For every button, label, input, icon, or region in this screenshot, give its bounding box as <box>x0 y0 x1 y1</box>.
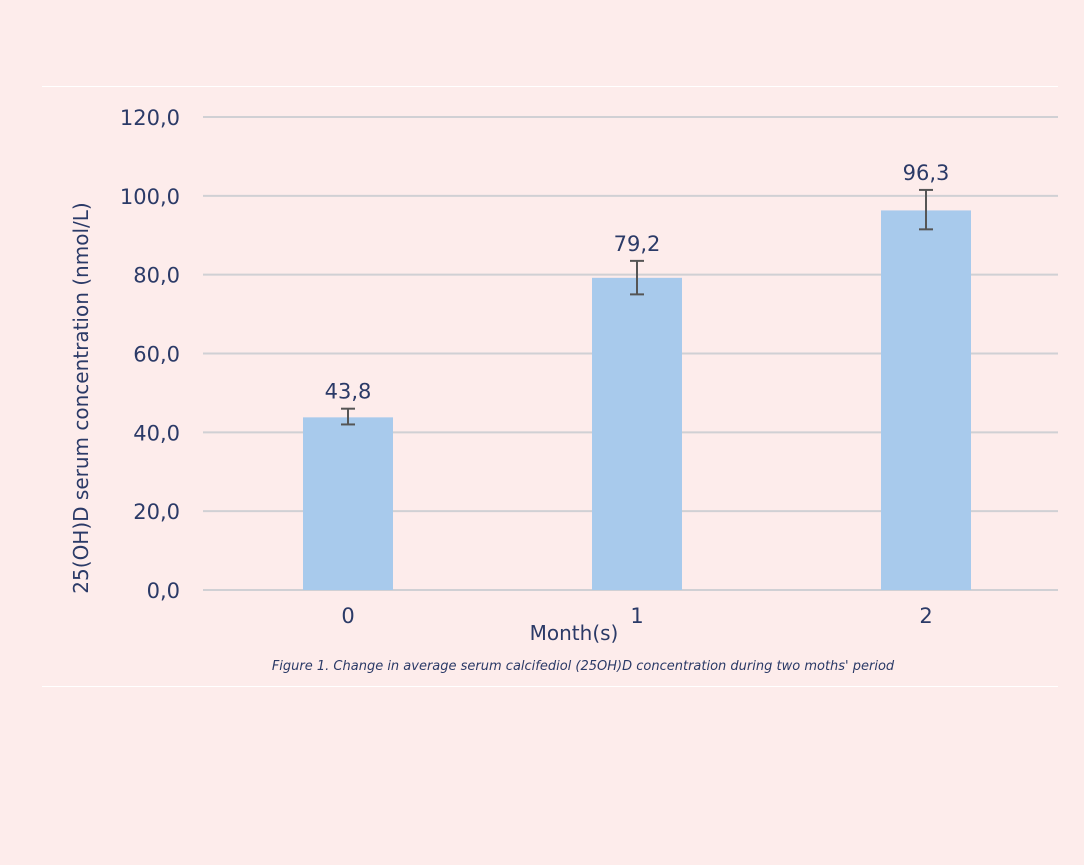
bar <box>303 417 393 590</box>
y-tick-label: 60,0 <box>133 343 180 367</box>
y-tick-label: 40,0 <box>133 421 180 445</box>
y-tick-label: 0,0 <box>147 579 180 603</box>
x-tick-label: 1 <box>630 604 643 628</box>
data-label: 96,3 <box>903 161 950 185</box>
x-axis-title: Month(s) <box>530 621 619 645</box>
error-bar <box>919 188 933 231</box>
error-bars <box>341 188 933 426</box>
y-axis-title: 25(OH)D serum concentration (nmol/L) <box>69 202 93 593</box>
y-tick-label: 120,0 <box>120 106 180 130</box>
bar <box>881 210 971 591</box>
y-tick-label: 80,0 <box>133 264 180 288</box>
data-label: 43,8 <box>325 380 372 404</box>
error-bar <box>341 407 355 426</box>
error-bar <box>630 259 644 296</box>
y-tick-label: 20,0 <box>133 500 180 524</box>
figure-caption: Figure 1. Change in average serum calcif… <box>272 659 895 674</box>
data-labels: 43,8 79,2 96,3 <box>325 161 950 404</box>
x-axis-ticks: 0 1 2 <box>341 604 932 628</box>
bar <box>592 277 682 590</box>
top-divider <box>42 86 1058 87</box>
bottom-divider <box>42 686 1058 687</box>
y-tick-label: 100,0 <box>120 185 180 209</box>
y-axis-ticks: 0,0 20,0 40,0 60,0 80,0 100,0 120,0 <box>120 106 180 603</box>
x-tick-label: 2 <box>919 604 932 628</box>
bars <box>303 210 971 591</box>
data-label: 79,2 <box>614 232 661 256</box>
x-tick-label: 0 <box>341 604 354 628</box>
